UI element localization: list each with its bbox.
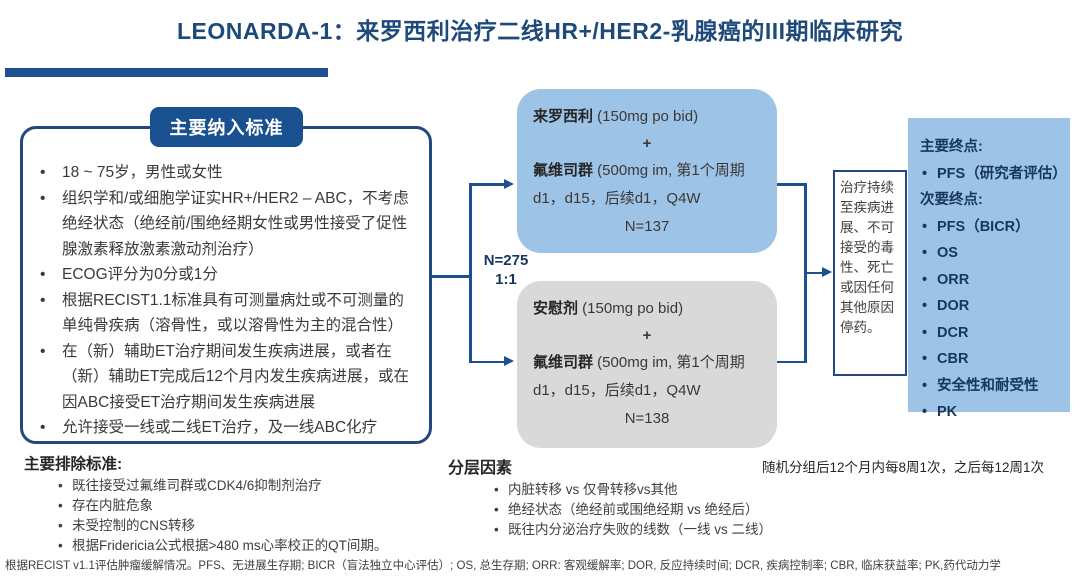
connector-line: [469, 360, 505, 363]
stratification-section: 分层因素 内脏转移 vs 仅骨转移vs其他 绝经状态（绝经前或围绝经期 vs 绝…: [448, 458, 788, 540]
connector-line: [432, 275, 470, 278]
randomization-label: N=275 1:1: [474, 251, 538, 289]
endpoint-item: PFS（研究者评估）: [920, 161, 1067, 188]
arm-drug2-line: 氟维司群 (500mg im, 第1个周期d1，d15，后续d1，Q4W: [533, 349, 761, 405]
inclusion-item: 18 ~ 75岁，男性或女性: [36, 160, 414, 186]
arm-n-count: N=138: [624, 410, 670, 427]
exclusion-item: 根据Fridericia公式根据>480 ms心率校正的QT间期。: [56, 536, 444, 556]
arrowhead-icon: [504, 356, 514, 366]
page-title: LEONARDA-1：来罗西利治疗二线HR+/HER2-乳腺癌的III期临床研究: [176, 18, 903, 44]
exclusion-criteria-section: 主要排除标准: 既往接受过氟维司群或CDK4/6抑制剂治疗 存在内脏危象 未受控…: [24, 454, 444, 556]
arm-drug1-line: 安慰剂 (150mg po bid): [533, 295, 761, 323]
endpoint-item: DCR: [920, 320, 1062, 347]
exclusion-criteria-list: 既往接受过氟维司群或CDK4/6抑制剂治疗 存在内脏危象 未受控制的CNS转移 …: [56, 476, 444, 556]
inclusion-item: 根据RECIST1.1标准具有可测量病灶或不可测量的单纯骨疾病（溶骨性，或以溶骨…: [36, 288, 414, 339]
drug2-dose: (500mg im, 第1个周期d1，d15，后续d1，Q4W: [533, 162, 745, 207]
inclusion-item: 允许接受一线或二线ET治疗，及一线ABC化疗: [36, 415, 414, 441]
endpoints-box: 主要终点: PFS（研究者评估） 次要终点: PFS（BICR） OS ORR …: [908, 118, 1070, 425]
connector-line: [469, 184, 472, 363]
exclusion-criteria-header: 主要排除标准:: [24, 456, 123, 473]
placebo-arm-box: 安慰剂 (150mg po bid) + 氟维司群 (500mg im, 第1个…: [517, 281, 777, 448]
arm-drug2-line: 氟维司群 (500mg im, 第1个周期d1，d15，后续d1，Q4W: [533, 157, 761, 213]
plus-sign: +: [642, 327, 652, 344]
drug1-dose: (150mg po bid): [593, 108, 699, 125]
inclusion-item: ECOG评分为0分或1分: [36, 262, 414, 288]
abbreviations-footnote: 根据RECIST v1.1评估肿瘤缓解情况。PFS、无进展生存期; BICR（盲…: [5, 560, 1001, 572]
inclusion-criteria-list: 18 ~ 75岁，男性或女性 组织学和/或细胞学证实HR+/HER2 – ABC…: [36, 160, 414, 441]
inclusion-item: 组织学和/或细胞学证实HR+/HER2 – ABC，不考虑绝经状态（绝经前/围绝…: [36, 186, 414, 263]
inclusion-item: 在（新）辅助ET治疗期间发生疾病进展，或者在（新）辅助ET完成后12个月内发生疾…: [36, 339, 414, 416]
arrowhead-icon: [504, 178, 514, 189]
endpoint-item: CBR: [920, 346, 1062, 373]
connector-line: [777, 360, 806, 363]
drug2-name: 氟维司群: [533, 354, 594, 371]
exclusion-item: 既往接受过氟维司群或CDK4/6抑制剂治疗: [56, 476, 444, 496]
exclusion-item: 存在内脏危象: [56, 496, 444, 516]
treatment-arm-box: 来罗西利 (150mg po bid) + 氟维司群 (500mg im, 第1…: [517, 89, 777, 253]
followup-schedule-note: 随机分组后12个月内每8周1次，之后每12周1次: [762, 460, 1045, 475]
inclusion-criteria-header: 主要纳入标准: [150, 107, 303, 147]
endpoint-item: ORR: [920, 267, 1062, 294]
primary-endpoints-label: 主要终点:: [920, 139, 983, 155]
endpoint-item: DOR: [920, 293, 1062, 320]
endpoint-item: PFS（BICR）: [920, 214, 1062, 241]
arrowhead-icon: [822, 267, 832, 277]
exclusion-item: 未受控制的CNS转移: [56, 516, 444, 536]
stratification-item: 绝经状态（绝经前或围绝经期 vs 绝经后）: [492, 500, 788, 520]
drug1-dose: (150mg po bid): [578, 300, 684, 317]
arm-drug1-line: 来罗西利 (150mg po bid): [533, 103, 761, 131]
arm-n-count: N=137: [624, 218, 670, 235]
stratification-list: 内脏转移 vs 仅骨转移vs其他 绝经状态（绝经前或围绝经期 vs 绝经后） 既…: [492, 480, 788, 540]
connector-line: [777, 183, 806, 186]
randomization-n: N=275: [483, 252, 529, 269]
drug2-name: 氟维司群: [533, 162, 594, 179]
stratification-item: 内脏转移 vs 仅骨转移vs其他: [492, 480, 788, 500]
title-underline-bar: [5, 68, 328, 77]
endpoint-item: 安全性和耐受性: [920, 373, 1062, 400]
randomization-ratio: 1:1: [495, 271, 517, 288]
stratification-item: 既往内分泌治疗失败的线数（一线 vs 二线）: [492, 520, 788, 540]
drug1-name: 安慰剂: [533, 300, 579, 317]
endpoint-item: PK: [920, 399, 1062, 426]
secondary-endpoints-label: 次要终点:: [920, 192, 983, 208]
treatment-continuation-note: 治疗持续至疾病进展、不可接受的毒性、死亡或因任何其他原因停药。: [833, 170, 907, 376]
drug1-name: 来罗西利: [533, 108, 594, 125]
connector-line: [804, 271, 824, 274]
plus-sign: +: [642, 135, 652, 152]
stratification-header: 分层因素: [448, 460, 513, 477]
endpoint-item: OS: [920, 240, 1062, 267]
connector-line: [469, 183, 505, 186]
drug2-dose: (500mg im, 第1个周期d1，d15，后续d1，Q4W: [533, 354, 745, 399]
